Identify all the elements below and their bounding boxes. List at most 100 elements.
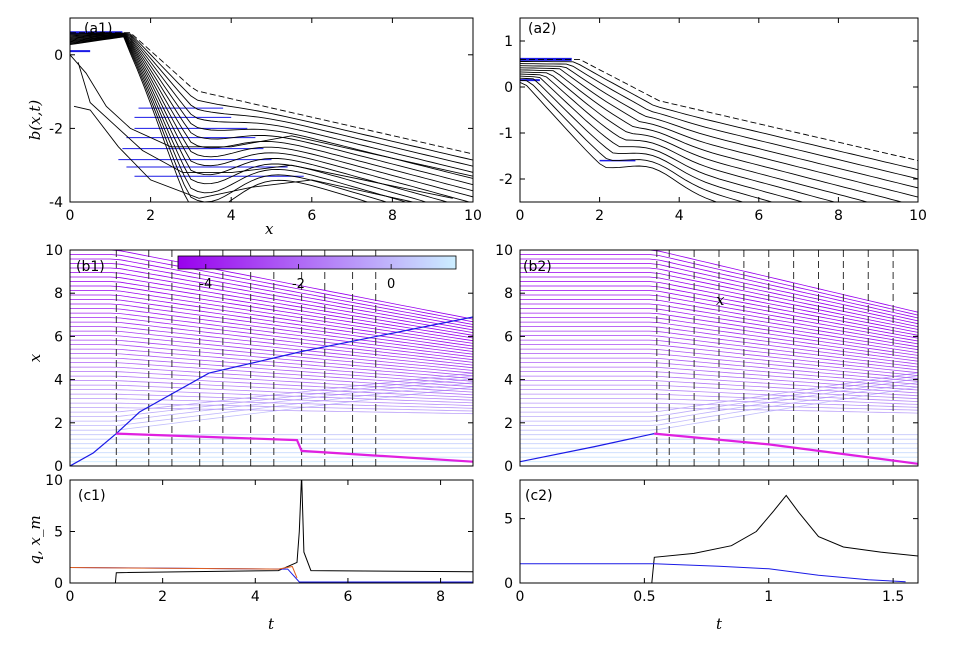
b1-characteristic xyxy=(70,276,473,336)
a1-profile-line xyxy=(70,33,473,179)
b1-ytick-label: 8 xyxy=(54,286,63,302)
b1-characteristic xyxy=(70,326,473,366)
b2-front-curve xyxy=(520,433,655,463)
b1-characteristic xyxy=(70,250,473,320)
b2-characteristic xyxy=(520,398,918,408)
a2-profile-line xyxy=(520,71,870,202)
a1-ytick-label: 0 xyxy=(54,48,63,64)
panel-label-c2: (c2) xyxy=(525,488,553,504)
c2-series-q xyxy=(520,494,918,583)
b2-ytick-label: 10 xyxy=(495,243,513,259)
b2-ytick-label: 0 xyxy=(504,459,513,475)
b2-characteristic xyxy=(520,389,918,402)
b2-characteristic xyxy=(520,375,918,394)
a1-xtick-label: 10 xyxy=(464,208,482,224)
c2-plot-area xyxy=(520,494,918,583)
a1-profile-line xyxy=(70,34,473,198)
c2-xtick-label: 0 xyxy=(516,589,525,605)
b1-axes-frame xyxy=(69,249,474,467)
b1-characteristic xyxy=(70,353,473,382)
a1-profile-line xyxy=(73,105,413,202)
panel-label-a1: (a1) xyxy=(84,21,112,37)
c2-series-x_m xyxy=(520,563,906,583)
b1-characteristic xyxy=(70,303,473,352)
a1-xtick-label: 4 xyxy=(227,208,236,224)
c2-ytick-label: 5 xyxy=(504,512,513,528)
b1-plot-area xyxy=(70,250,473,466)
b2-characteristic xyxy=(520,353,918,379)
a2-profile-line xyxy=(520,81,718,202)
a1-axes-frame xyxy=(69,17,474,203)
colorbar xyxy=(177,255,457,270)
c1-xtick-label: 6 xyxy=(343,589,352,605)
a1-profile-line xyxy=(70,35,449,202)
a1-profile-line xyxy=(70,35,471,202)
a2-profile-line xyxy=(520,58,918,162)
colorbar-tick-label: 0 xyxy=(387,277,395,292)
a1-profile-line xyxy=(70,32,473,155)
a1-profile-line xyxy=(70,32,473,161)
c2-xlabel: t xyxy=(716,615,723,633)
b1-characteristic xyxy=(70,375,473,396)
colorbar-tick-label: -2 xyxy=(292,277,305,292)
b1-characteristic xyxy=(70,272,473,333)
a1-profile-line xyxy=(70,34,473,186)
b2-boundary-curve xyxy=(654,432,918,465)
b1-characteristic xyxy=(70,407,473,415)
a2-xtick-label: 0 xyxy=(516,208,525,224)
a1-xtick-label: 0 xyxy=(66,208,75,224)
b1-ytick-label: 6 xyxy=(54,329,63,345)
a2-xtick-label: 6 xyxy=(754,208,763,224)
a2-profile-line xyxy=(520,69,904,202)
b1-characteristic xyxy=(70,312,473,358)
b1-characteristic xyxy=(70,321,473,363)
c2-ytick-label: 0 xyxy=(504,576,513,592)
b1-characteristic xyxy=(70,371,473,393)
a2-axes-frame xyxy=(519,17,919,203)
b1-ylabel: x xyxy=(26,353,44,362)
b2-ytick-label: 2 xyxy=(504,416,513,432)
a1-profile-line xyxy=(70,36,388,202)
c1-ytick-label: 5 xyxy=(54,525,63,541)
a1-profile-line xyxy=(70,36,370,202)
c1-series-q xyxy=(70,480,473,583)
b2-characteristic xyxy=(520,254,918,316)
a1-ylabel: b(x,t) xyxy=(26,100,44,141)
a1-xtick-label: 8 xyxy=(388,208,397,224)
b2-characteristic xyxy=(520,290,918,339)
panel-label-a2: (a2) xyxy=(528,21,556,37)
b1-characteristic xyxy=(70,389,473,404)
a1-profile-line xyxy=(70,33,473,173)
b2-characteristic xyxy=(520,317,918,356)
a2-xtick-label: 10 xyxy=(909,208,927,224)
b1-ytick-label: 2 xyxy=(54,416,63,432)
a1-plot-area xyxy=(70,31,473,202)
a2-ytick-label: -1 xyxy=(499,126,513,142)
c2-xtick-label: 1.5 xyxy=(882,589,904,605)
a1-profile-line xyxy=(70,34,473,192)
b1-characteristic xyxy=(70,357,473,385)
b1-characteristic xyxy=(70,263,473,328)
panel-label-b2: (b2) xyxy=(523,259,552,275)
b1-characteristic xyxy=(70,317,473,361)
b2-characteristic xyxy=(520,267,918,325)
a1-profile-line xyxy=(70,33,473,167)
c1-xtick-label: 8 xyxy=(436,589,445,605)
c2-xtick-label: 0.5 xyxy=(633,589,655,605)
a2-profile-line xyxy=(520,61,918,171)
c1-ylabel: q, x_m xyxy=(26,515,44,564)
a1-profile-line xyxy=(77,62,453,199)
b1-characteristic xyxy=(70,402,473,412)
a1-ytick-label: -2 xyxy=(49,121,63,137)
b2-ytick-label: 8 xyxy=(504,286,513,302)
a2-plot-area xyxy=(520,57,918,202)
b1-characteristic xyxy=(70,348,473,379)
c1-ytick-label: 10 xyxy=(45,473,63,489)
b1-characteristic xyxy=(70,335,473,371)
a2-profile-line xyxy=(520,63,918,180)
b1-characteristic xyxy=(70,254,473,323)
b2-characteristic xyxy=(520,303,918,348)
a2-ytick-label: 0 xyxy=(504,80,513,96)
a1-xtick-label: 6 xyxy=(307,208,316,224)
a2-ytick-label: -2 xyxy=(499,172,513,188)
